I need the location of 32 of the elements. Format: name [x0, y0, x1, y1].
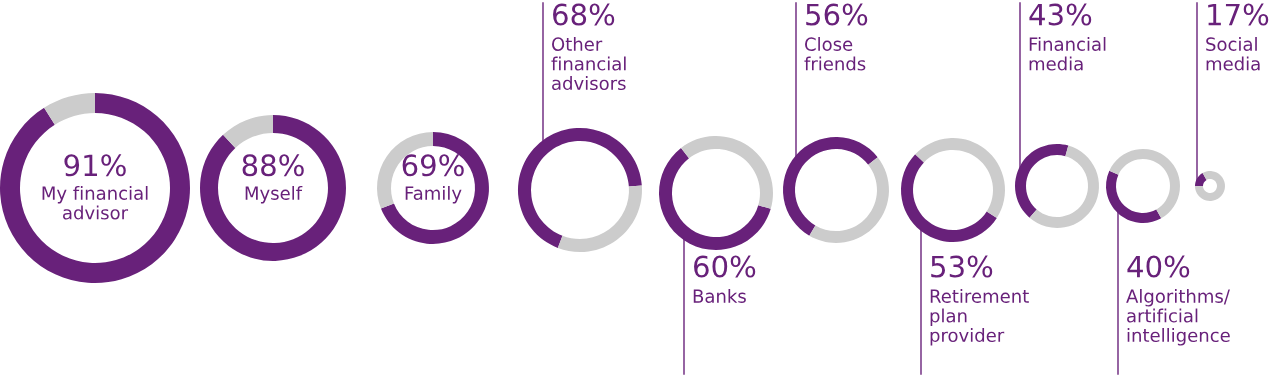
donut-slice [1029, 145, 1099, 228]
data-label: 69% [402, 154, 464, 177]
donut-slice [1109, 149, 1180, 219]
donut-slice [1195, 171, 1225, 201]
text: Social media [1206, 37, 1260, 71]
data-label: 43% [1029, 3, 1092, 26]
donut-slice [915, 138, 1005, 218]
text: Banks [693, 289, 746, 303]
donut-slice [380, 132, 489, 244]
donut-slice [223, 115, 273, 148]
data-label: 68% [553, 3, 615, 26]
text: Retirement plan provider [930, 289, 1029, 346]
data-label: 60% [694, 255, 756, 278]
data-label: 56% [806, 3, 868, 26]
data-label: 91% [64, 154, 126, 177]
donut-slice [0, 93, 190, 283]
data-label: 53% [931, 255, 993, 278]
text: Financial media [1029, 37, 1106, 71]
donut-slice [200, 115, 346, 261]
text: Myself [245, 186, 303, 204]
donut-slice [44, 93, 95, 125]
text: Family [405, 186, 462, 204]
data-label: 40% [1127, 255, 1190, 278]
data-label: 88% [242, 154, 304, 177]
text: Algorithms/ artificial intelligence [1126, 289, 1230, 346]
donut-slice [809, 157, 889, 243]
donut-slice [557, 185, 642, 252]
data-label: 17% [1208, 3, 1269, 26]
text: Other financial advisors [551, 37, 626, 91]
donut-slice [681, 136, 773, 209]
text: Close friends [804, 37, 866, 71]
text: My financial advisor [42, 186, 148, 220]
